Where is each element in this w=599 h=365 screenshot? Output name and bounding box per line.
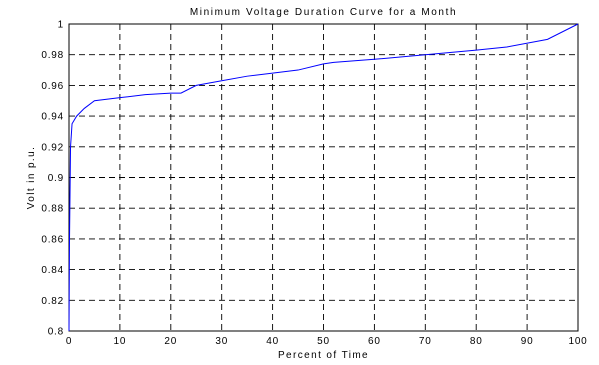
x-tick-label: 10 bbox=[114, 336, 127, 347]
x-tick-label: 50 bbox=[317, 336, 330, 347]
y-axis-label: Volt in p.u. bbox=[26, 146, 37, 210]
grid-lines bbox=[69, 24, 578, 331]
series-line bbox=[68, 23, 579, 332]
y-tick-label: 0.8 bbox=[48, 327, 64, 338]
y-tick-label: 1 bbox=[58, 20, 64, 31]
y-tick-label: 0.84 bbox=[41, 265, 64, 276]
x-tick-label: 20 bbox=[164, 336, 177, 347]
x-tick-labels: 0 10 20 30 40 50 60 70 80 90 100 bbox=[66, 336, 587, 347]
y-tick-label: 0.92 bbox=[41, 142, 64, 153]
y-tick-label: 0.98 bbox=[41, 50, 64, 61]
x-tick-label: 0 bbox=[66, 336, 72, 347]
y-tick-label: 0.94 bbox=[41, 112, 64, 123]
x-tick-label: 100 bbox=[568, 336, 587, 347]
y-tick-label: 0.86 bbox=[41, 234, 64, 245]
y-tick-labels: 0.8 0.82 0.84 0.86 0.88 0.9 0.92 0.94 0.96 0.98 1 bbox=[41, 20, 64, 338]
series-group bbox=[68, 23, 579, 332]
x-tick-label: 40 bbox=[266, 336, 279, 347]
y-tick-label: 0.96 bbox=[41, 81, 64, 92]
x-tick-label: 30 bbox=[215, 336, 228, 347]
y-tick-label: 0.88 bbox=[41, 204, 64, 215]
x-axis-label: Percent of Time bbox=[278, 350, 369, 361]
plot-frame bbox=[68, 23, 579, 332]
x-tick-label: 60 bbox=[368, 336, 381, 347]
x-tick-label: 70 bbox=[419, 336, 432, 347]
chart-title: Minimum Voltage Duration Curve for a Mon… bbox=[190, 7, 457, 18]
x-tick-label: 90 bbox=[521, 336, 534, 347]
y-tick-label: 0.9 bbox=[48, 173, 64, 184]
x-tick-label: 80 bbox=[470, 336, 483, 347]
y-tick-label: 0.82 bbox=[41, 296, 64, 307]
